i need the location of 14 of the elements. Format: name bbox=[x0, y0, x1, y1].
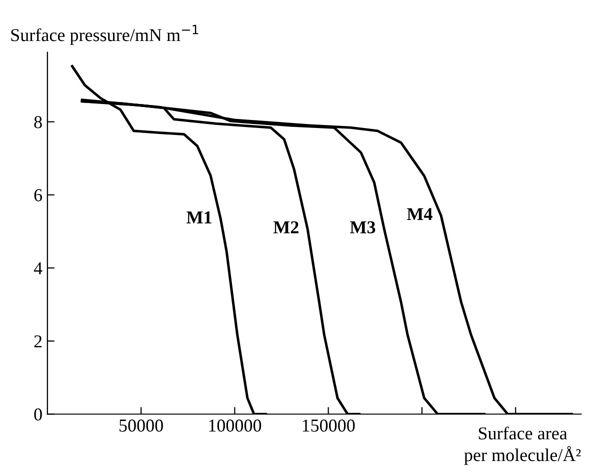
series-label: M2 bbox=[273, 221, 298, 234]
x-axis-title: Surface area per molecule/Å² bbox=[464, 426, 581, 465]
y-tick-label: 8 bbox=[34, 116, 42, 128]
series-label: M3 bbox=[350, 221, 376, 234]
y-axis-title: Surface pressure/mN m$^{−1}$ bbox=[11, 24, 198, 45]
series-label: M1 bbox=[186, 211, 212, 224]
series-label: M4 bbox=[406, 208, 432, 220]
x-tick-label: 150000 bbox=[302, 420, 355, 432]
y-tick-label: 0 bbox=[34, 408, 42, 421]
y-tick-label: 2 bbox=[34, 335, 42, 348]
x-tick-label: 100000 bbox=[209, 420, 262, 432]
y-tick-label: 6 bbox=[34, 189, 42, 202]
x-tick-label: 50000 bbox=[120, 420, 163, 432]
y-tick-label: 4 bbox=[34, 262, 42, 274]
